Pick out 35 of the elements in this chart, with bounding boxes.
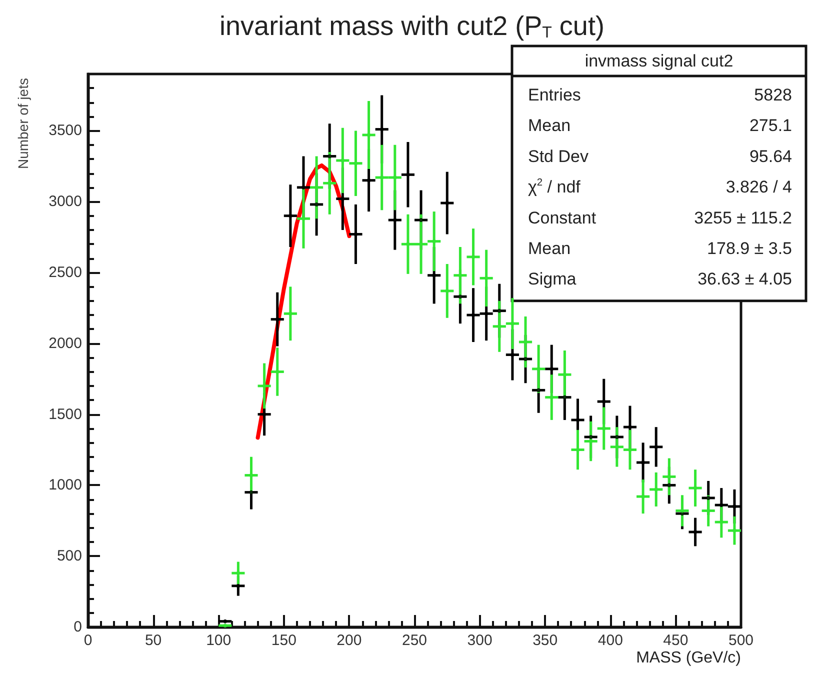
y-tick-label: 0 bbox=[74, 618, 82, 636]
annotation: Std Dev bbox=[528, 146, 589, 166]
annotation: Sigma bbox=[528, 270, 577, 289]
text: invmass signal cut2 bbox=[584, 52, 734, 70]
y-tick-label: 1500 bbox=[48, 406, 82, 423]
y-tick-label: 1000 bbox=[48, 476, 82, 494]
annotation: Constant bbox=[528, 208, 596, 228]
y-tick-label: 2500 bbox=[48, 264, 82, 282]
x-tick-label: 250 bbox=[402, 632, 428, 649]
y-tick-label: 500 bbox=[56, 548, 82, 565]
x-tick-label: 300 bbox=[467, 632, 492, 649]
annotation: 36.63 ± 4.05 bbox=[698, 270, 792, 289]
x-tick-label: 200 bbox=[336, 632, 362, 649]
x-tick-label: 450 bbox=[663, 632, 688, 649]
x-axis-title: MASS (GeV/c) bbox=[636, 650, 741, 666]
x-tick-label: 400 bbox=[598, 632, 623, 649]
x-tick-label: 100 bbox=[206, 632, 232, 649]
annotation: Mean bbox=[528, 239, 571, 258]
x-tick-label: 150 bbox=[271, 632, 296, 649]
y-tick-label: 3000 bbox=[48, 193, 82, 210]
annotation: 3.826 / 4 bbox=[726, 178, 792, 197]
text: 5828 bbox=[754, 86, 792, 104]
x-tick-label: 350 bbox=[532, 632, 558, 649]
text: 275.1 bbox=[749, 116, 792, 136]
annotation: 3255 ± 115.2 bbox=[694, 208, 792, 228]
y-tick-label: 2000 bbox=[48, 334, 82, 352]
y-tick-label: 3500 bbox=[48, 122, 82, 140]
x-tick-label: 0 bbox=[84, 632, 92, 649]
x-tick-label: 50 bbox=[144, 632, 162, 649]
annotation: 178.9 ± 3.5 bbox=[707, 239, 792, 258]
y-axis-title: Number of jets bbox=[15, 78, 31, 170]
annotation: Mean bbox=[528, 116, 571, 136]
text: 95.64 bbox=[749, 146, 792, 166]
annotation: Entries bbox=[528, 86, 581, 104]
x-tick-label: 500 bbox=[728, 632, 754, 649]
